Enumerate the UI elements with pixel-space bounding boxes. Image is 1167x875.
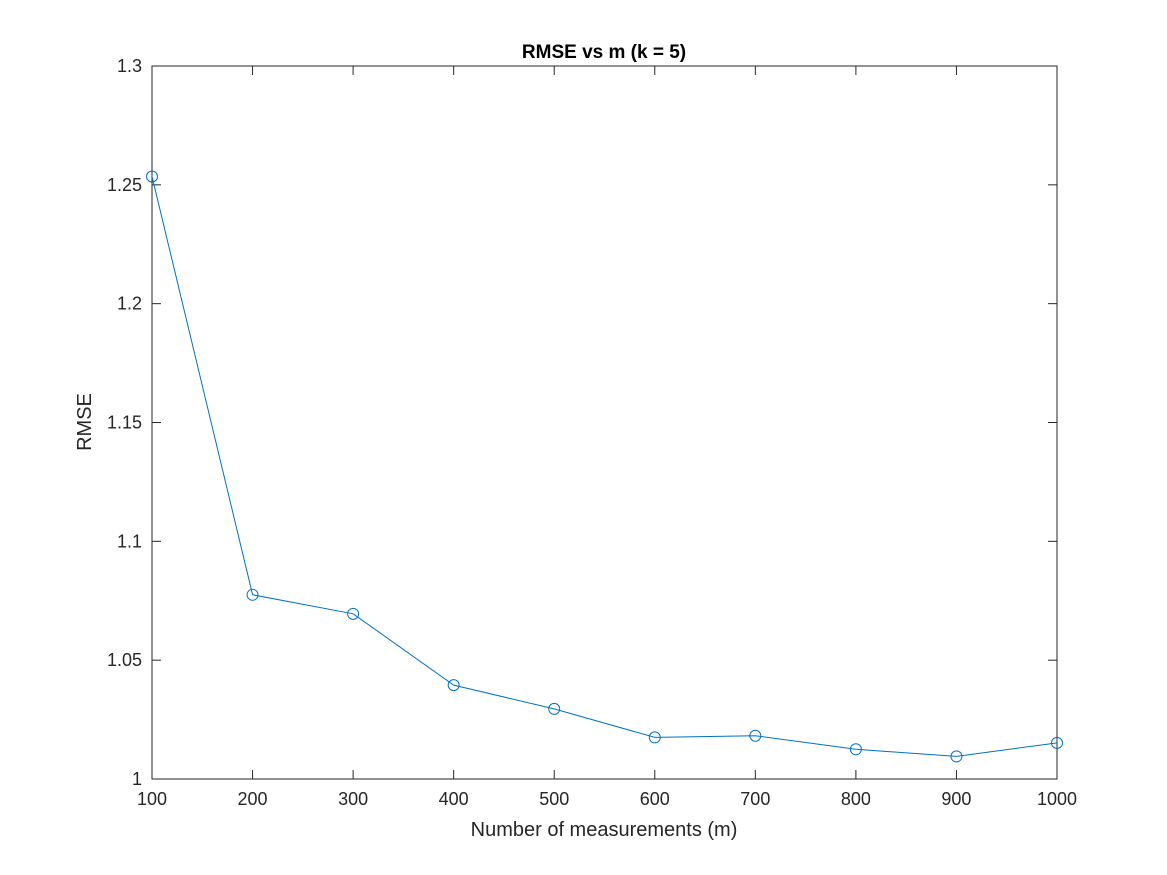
x-tick-label: 1000 bbox=[1037, 789, 1077, 809]
x-axis-label: Number of measurements (m) bbox=[471, 819, 738, 841]
y-tick-label: 1.3 bbox=[117, 56, 142, 76]
y-tick-label: 1.05 bbox=[107, 650, 142, 670]
x-tick-label: 100 bbox=[137, 789, 167, 809]
data-point bbox=[347, 607, 360, 620]
y-axis-label: RMSE bbox=[74, 393, 96, 451]
data-point bbox=[648, 731, 661, 744]
x-tick-labels: 100 200 300 400 500 600 700 800 900 1000 bbox=[137, 789, 1077, 809]
y-tick-label: 1.2 bbox=[117, 294, 142, 314]
axis-ticks bbox=[151, 65, 1058, 780]
data-point bbox=[447, 679, 460, 692]
x-tick-label: 500 bbox=[539, 789, 569, 809]
y-tick-labels: 1 1.05 1.1 1.15 1.2 1.25 1.3 bbox=[107, 56, 142, 789]
y-tick-label: 1 bbox=[132, 769, 142, 789]
series-markers bbox=[146, 170, 1063, 763]
data-point bbox=[146, 170, 158, 183]
x-tick-label: 800 bbox=[841, 789, 871, 809]
data-point bbox=[749, 729, 762, 742]
x-tick-label: 700 bbox=[740, 789, 770, 809]
data-point bbox=[1051, 736, 1063, 749]
data-point bbox=[246, 588, 259, 601]
series-line bbox=[151, 176, 1058, 757]
y-tick-label: 1.15 bbox=[107, 413, 142, 433]
data-point bbox=[548, 702, 561, 715]
y-tick-label: 1.25 bbox=[107, 175, 142, 195]
x-tick-label: 400 bbox=[439, 789, 469, 809]
x-tick-label: 200 bbox=[238, 789, 268, 809]
x-tick-label: 600 bbox=[640, 789, 670, 809]
x-tick-label: 900 bbox=[941, 789, 971, 809]
data-point bbox=[950, 750, 963, 763]
plot-area bbox=[151, 65, 1058, 780]
data-point bbox=[849, 743, 862, 756]
y-tick-label: 1.1 bbox=[117, 531, 142, 551]
x-tick-label: 300 bbox=[338, 789, 368, 809]
chart-title: RMSE vs m (k = 5) bbox=[522, 42, 686, 63]
